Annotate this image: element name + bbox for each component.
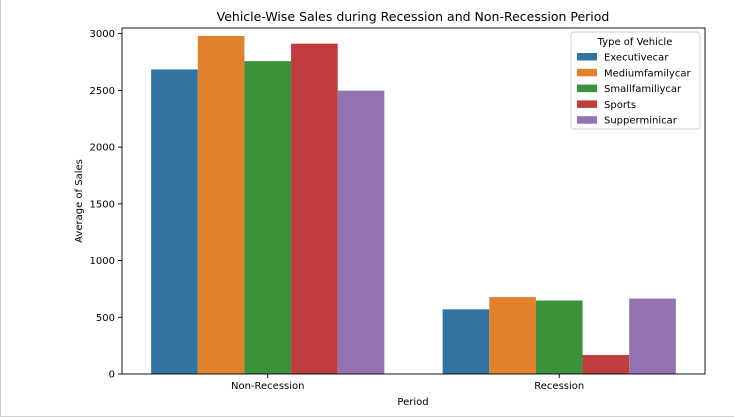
legend-swatch (577, 53, 597, 61)
bar-smallfamiliycar-recession (535, 300, 583, 374)
x-axis-label: Period (397, 397, 428, 408)
legend-label: Mediumfamilycar (604, 68, 691, 79)
y-tick-label: 2000 (90, 143, 115, 154)
plot-area-frame (121, 27, 706, 375)
legend-swatch (577, 84, 597, 93)
y-tick-label: 500 (96, 313, 115, 324)
y-axis-label: Average of Sales (74, 159, 85, 243)
bar-smallfamiliycar-non-recession (244, 61, 292, 374)
bar-supperminicar-non-recession (337, 90, 385, 374)
legend-label: Smallfamiliycar (604, 84, 682, 95)
bar-mediumfamilycar-recession (489, 297, 536, 374)
y-tick-label: 1500 (90, 199, 115, 210)
legend-swatch (577, 100, 597, 108)
legend-label: Supperminicar (604, 116, 678, 127)
legend-items: Executivecar Mediumfamilycar Smallfamiliyc… (577, 53, 691, 127)
legend-title: Type of Vehicle (597, 37, 673, 48)
legend-swatch (577, 68, 597, 77)
bar-executivecar-recession (442, 309, 490, 374)
y-tick-label: 2500 (90, 86, 115, 97)
legend-swatch (577, 116, 597, 124)
legend: Type of Vehicle Executivecar Mediumfamily… (570, 31, 701, 130)
bar-supperminicar-recession (629, 298, 676, 374)
chart-title: Vehicle-Wise Sales during Recession and … (217, 9, 610, 24)
bar-sports-recession (582, 354, 630, 374)
x-tick-label: Non-Recession (231, 381, 305, 392)
y-tick-label: 3000 (90, 29, 115, 40)
legend-box (570, 31, 701, 130)
bar-sports-non-recession (291, 43, 338, 374)
legend-label: Sports (604, 100, 636, 111)
bars-group (151, 35, 676, 375)
bar-executivecar-non-recession (151, 69, 198, 374)
y-tick-label: 1000 (90, 256, 115, 267)
y-tick-label: 0 (109, 370, 115, 381)
x-axis: Non-Recession Recession (231, 374, 584, 392)
y-axis: 0 500 1000 1500 2000 2500 3000 (90, 29, 122, 381)
legend-label: Executivecar (604, 53, 669, 64)
bar-mediumfamilycar-non-recession (197, 35, 245, 375)
x-tick-label: Recession (534, 381, 584, 392)
